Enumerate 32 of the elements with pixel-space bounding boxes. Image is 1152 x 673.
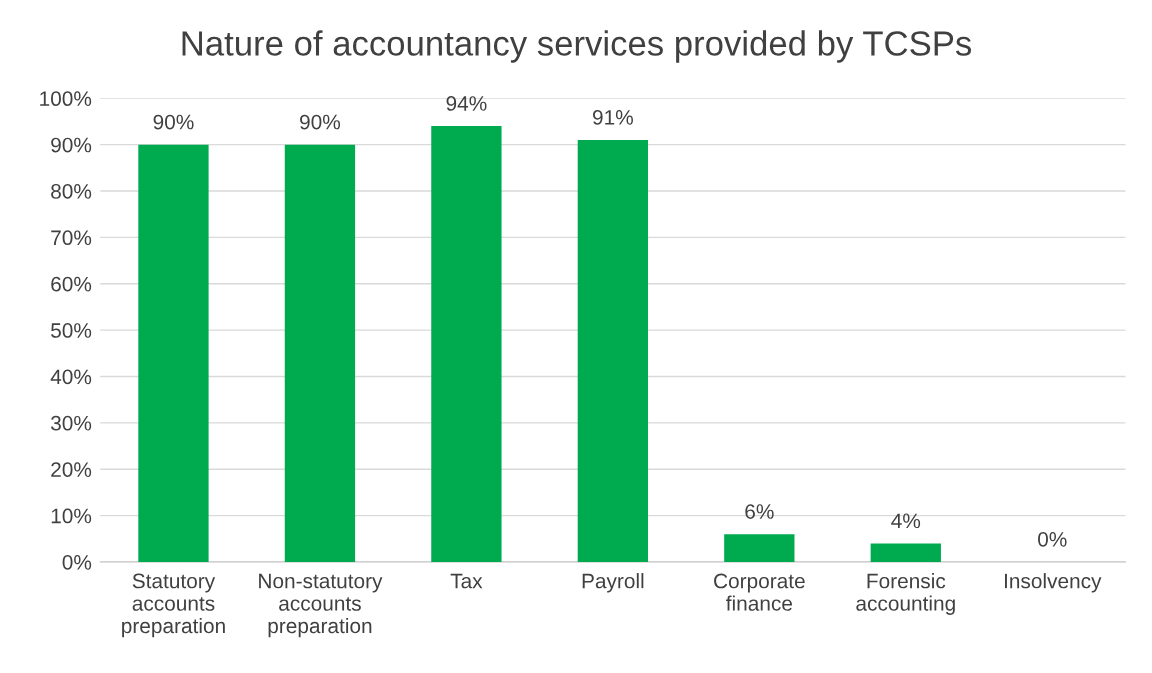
data-label: 90% — [153, 114, 194, 130]
x-tick-label: Tax — [450, 573, 483, 589]
y-tick-label: 60% — [51, 276, 92, 292]
data-label: 90% — [300, 114, 341, 130]
y-tick-label: 20% — [51, 462, 92, 477]
bar — [138, 144, 209, 562]
x-tick-label: Non-statutory accounts preparation — [259, 573, 383, 638]
bar — [431, 126, 502, 562]
bar — [870, 543, 941, 562]
data-label: 91% — [592, 110, 633, 125]
x-tick-label: Insolvency — [1004, 573, 1102, 593]
data-label: 6% — [745, 504, 774, 519]
x-tick-label: Payroll — [582, 573, 644, 593]
data-label: 0% — [1038, 531, 1067, 547]
y-tick-label: 10% — [51, 508, 92, 524]
y-tick-label: 70% — [51, 230, 92, 246]
x-tick-label: Statutory accounts preparation — [122, 573, 225, 638]
bar — [724, 534, 795, 562]
y-tick-label: 40% — [50, 369, 92, 385]
y-tick-label: 80% — [51, 184, 92, 199]
y-tick-label: 0% — [62, 554, 92, 570]
data-label: 94% — [446, 96, 487, 111]
x-tick-label: Forensic accounting — [856, 573, 955, 615]
chart-title: Nature of accountancy services provided by TCSPs — [182, 30, 972, 63]
bar — [577, 139, 649, 562]
data-label: 4% — [891, 513, 921, 529]
bar — [284, 144, 356, 562]
y-tick-label: 30% — [50, 415, 92, 431]
x-tick-label: Corporate finance — [714, 573, 805, 611]
y-tick-label: 100% — [40, 91, 92, 107]
y-tick-label: 90% — [51, 137, 92, 153]
y-tick-label: 50% — [51, 323, 92, 338]
